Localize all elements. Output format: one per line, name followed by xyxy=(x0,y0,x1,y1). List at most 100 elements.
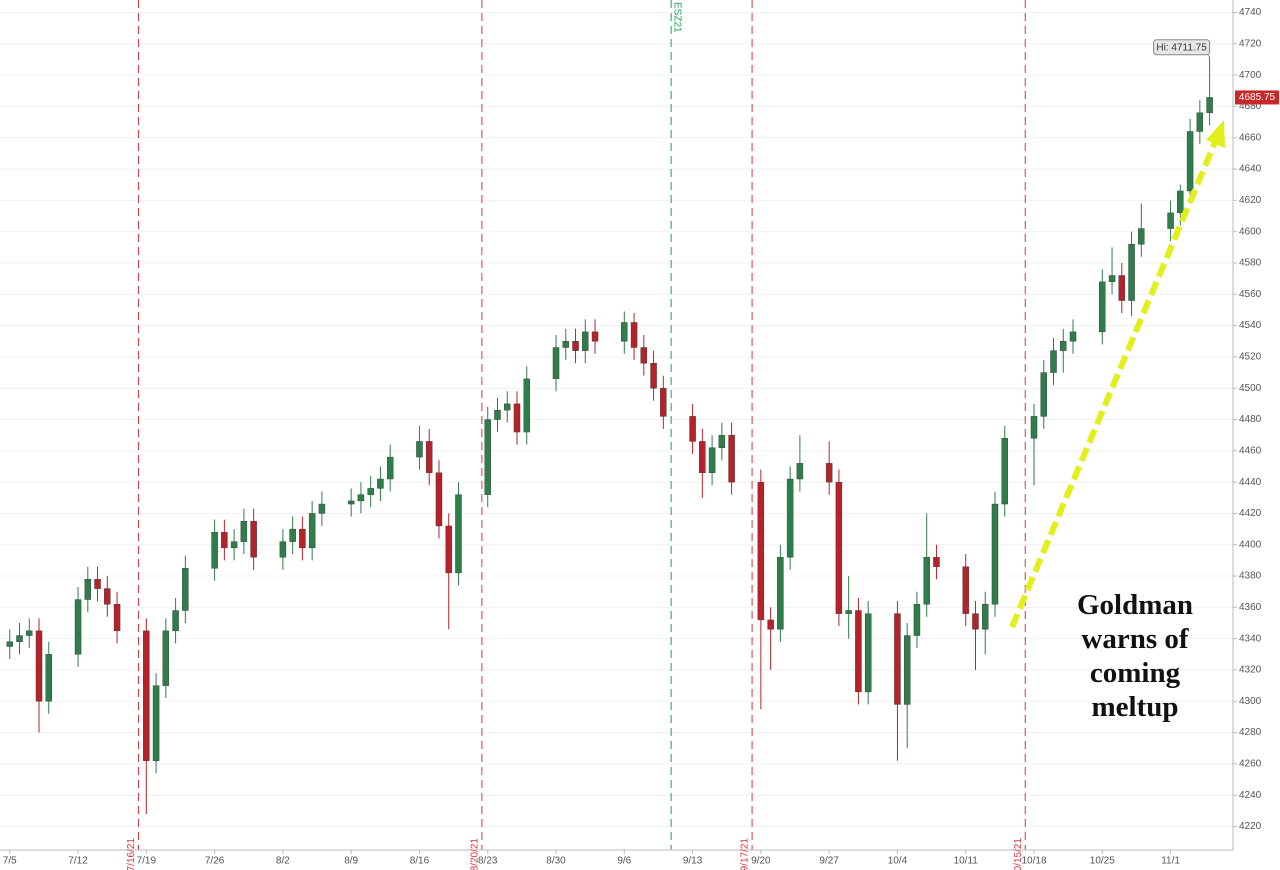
x-tick-label: 9/13 xyxy=(683,856,703,867)
y-tick-label: 4320 xyxy=(1239,665,1262,676)
candle-body xyxy=(1177,190,1184,214)
candle-body xyxy=(767,619,774,630)
last-price-label: 4685.75 xyxy=(1239,92,1276,103)
candle-body xyxy=(591,331,599,342)
candle-body xyxy=(1001,438,1008,505)
candle-body xyxy=(1040,372,1047,417)
y-tick-label: 4480 xyxy=(1239,414,1262,425)
candle-body xyxy=(757,481,765,621)
candle-body xyxy=(357,494,365,502)
candle-body xyxy=(250,521,257,558)
y-tick-label: 4540 xyxy=(1239,320,1262,331)
x-tick-label: 8/30 xyxy=(546,856,566,867)
y-tick-label: 4220 xyxy=(1239,821,1262,832)
candle-body xyxy=(1167,212,1174,229)
candle-body xyxy=(377,478,384,489)
candle-body xyxy=(621,322,628,342)
x-tick-label: 10/25 xyxy=(1090,856,1115,867)
candle-body xyxy=(35,630,43,702)
candle-body xyxy=(982,604,989,630)
candle-body xyxy=(162,630,170,686)
candle-body xyxy=(26,630,33,636)
x-tick-label: 10/11 xyxy=(954,856,979,867)
candle-body xyxy=(308,513,316,549)
y-tick-label: 4660 xyxy=(1239,132,1262,143)
x-tick-label: 8/23 xyxy=(478,856,498,867)
x-tick-label: 11/1 xyxy=(1161,856,1180,867)
y-tick-label: 4700 xyxy=(1239,70,1262,81)
candle-body xyxy=(640,347,648,364)
y-tick-label: 4520 xyxy=(1239,352,1262,363)
candle-body xyxy=(1138,228,1145,245)
y-tick-label: 4560 xyxy=(1239,289,1262,300)
candle-body xyxy=(152,685,160,761)
candles xyxy=(6,56,1213,814)
y-tick-label: 4240 xyxy=(1239,790,1262,801)
candle-body xyxy=(84,578,92,600)
candle-body xyxy=(728,434,735,483)
candle-body xyxy=(1196,112,1204,132)
candle-body xyxy=(230,541,238,549)
y-tick-label: 4360 xyxy=(1239,602,1262,613)
candle-body xyxy=(650,362,657,389)
candle-body xyxy=(835,481,843,614)
candle-body xyxy=(855,610,862,693)
candle-body xyxy=(660,388,667,417)
candle-body xyxy=(991,503,999,605)
candle-body xyxy=(16,635,23,643)
candle-body xyxy=(864,613,872,693)
candle-body xyxy=(572,341,579,351)
candle-body xyxy=(113,604,121,632)
candle-body xyxy=(1206,97,1213,113)
y-tick-label: 4280 xyxy=(1239,727,1262,738)
candle-body xyxy=(962,566,969,614)
candle-body xyxy=(923,557,930,605)
candle-body xyxy=(504,403,511,411)
event-label: 9/17/21 xyxy=(740,838,751,870)
candle-body xyxy=(289,528,296,542)
last-price-box xyxy=(1235,90,1279,105)
y-tick-label: 4300 xyxy=(1239,696,1262,707)
labels: 4220 4240 4260 4280 4300 4320 4340 4360 4380 4400… xyxy=(3,2,1279,870)
candle-body xyxy=(94,578,101,589)
candle-body xyxy=(718,434,726,448)
x-tick-label: 10/4 xyxy=(888,856,908,867)
candle-body xyxy=(913,604,921,636)
candle-body xyxy=(494,409,501,420)
candle-body xyxy=(552,347,560,380)
candle-body xyxy=(1030,416,1038,439)
x-tick-label: 8/16 xyxy=(410,856,430,867)
y-tick-label: 4460 xyxy=(1239,445,1262,456)
candle-body xyxy=(435,472,443,527)
candle-body xyxy=(367,488,374,495)
candle-body xyxy=(894,613,901,705)
event-label: 10/15/21 xyxy=(1013,838,1024,870)
candle-body xyxy=(582,331,589,351)
annotation: Goldman warns of coming meltup xyxy=(1076,589,1194,723)
event-label: ESZ21 xyxy=(671,2,682,33)
candle-body xyxy=(1069,331,1077,342)
candle-body xyxy=(182,568,189,611)
x-tick-label: 9/6 xyxy=(617,856,631,867)
candle-body xyxy=(845,610,852,614)
candle-body xyxy=(279,541,287,558)
candle-body xyxy=(1128,243,1135,301)
y-tick-label: 4500 xyxy=(1239,383,1262,394)
candle-body xyxy=(299,528,306,549)
y-tick-label: 4340 xyxy=(1239,633,1262,644)
candle-body xyxy=(445,525,452,574)
trend-arrow xyxy=(1009,120,1225,629)
candle-body xyxy=(903,635,911,705)
candle-body xyxy=(699,441,706,473)
candle-body xyxy=(1118,275,1126,301)
candle-body xyxy=(143,630,150,761)
y-tick-label: 4580 xyxy=(1239,258,1262,269)
x-tick-label: 7/26 xyxy=(205,856,225,867)
candle-body xyxy=(1186,131,1194,192)
y-tick-label: 4420 xyxy=(1239,508,1262,519)
candle-body xyxy=(240,521,248,542)
candle-body xyxy=(933,557,940,567)
candle-body xyxy=(777,557,784,630)
y-tick-label: 4260 xyxy=(1239,759,1262,770)
y-tick-label: 4680 xyxy=(1239,101,1262,112)
